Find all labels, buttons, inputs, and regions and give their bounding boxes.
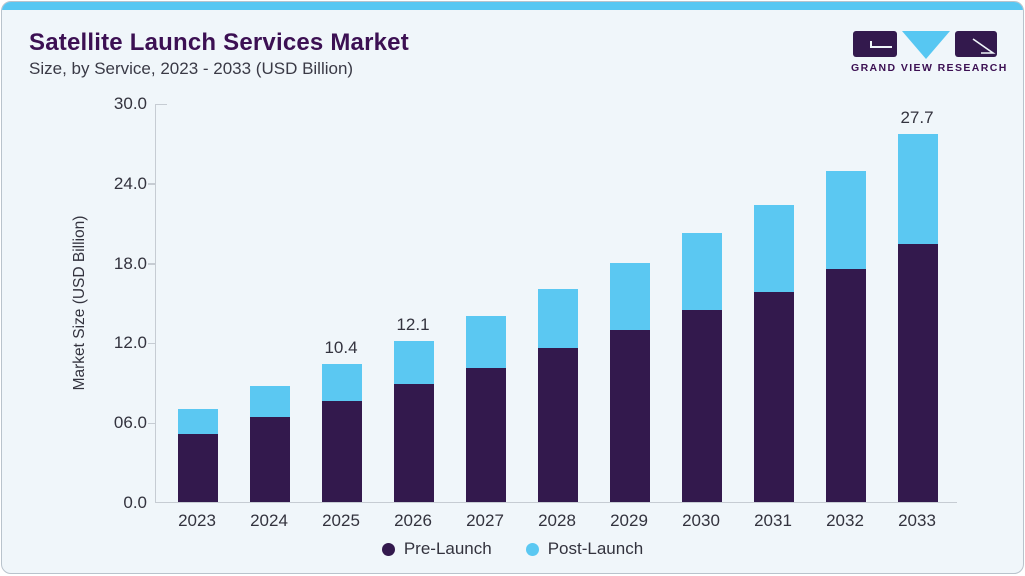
gvr-logo-text: GRAND VIEW RESEARCH	[851, 62, 1008, 74]
x-tick-label-2030: 2030	[682, 511, 720, 530]
y-tick-mark	[148, 422, 155, 425]
x-tick-label-2031: 2031	[754, 511, 792, 530]
bar-2030	[682, 233, 722, 502]
bar-2032	[826, 170, 866, 502]
bar-2023	[178, 408, 218, 502]
bar-2030-post-launch-segment	[682, 233, 722, 311]
gvr-logo: GRAND VIEW RESEARCH	[851, 29, 1008, 74]
top-accent-strip	[2, 2, 1023, 10]
bar-2026-post-launch-segment	[394, 341, 434, 384]
legend-label-post-launch: Post-Launch	[547, 539, 644, 558]
bar-2024	[250, 386, 290, 502]
plot-area	[155, 104, 957, 503]
y-tick-mark	[148, 342, 155, 345]
bar-2029-post-launch-segment	[610, 262, 650, 331]
legend-item-post-launch: Post-Launch	[525, 539, 644, 559]
bar-value-label-2033: 27.7	[900, 107, 934, 127]
x-tick-label-2026: 2026	[394, 511, 432, 530]
bar-2028-pre-launch-segment	[538, 347, 578, 502]
logo-g-glyph	[870, 41, 892, 48]
bar-2026-pre-launch-segment	[394, 383, 434, 502]
bar-2023-pre-launch-segment	[178, 434, 218, 502]
bar-2024-pre-launch-segment	[250, 416, 290, 502]
legend-item-pre-launch: Pre-Launch	[381, 539, 492, 559]
bar-2028-post-launch-segment	[538, 289, 578, 348]
bar-2027-post-launch-segment	[466, 315, 506, 368]
post-launch-legend-dot-icon	[525, 542, 539, 556]
bar-value-label-2025: 10.4	[324, 337, 358, 357]
bar-2031-post-launch-segment	[754, 205, 794, 292]
y-tick-label-0.0: 0.0	[123, 493, 147, 512]
x-tick-label-2023: 2023	[178, 511, 216, 530]
x-tick-label-2033: 2033	[898, 511, 936, 530]
page-subtitle: Size, by Service, 2023 - 2033 (USD Billi…	[29, 59, 354, 78]
logo-g-block	[853, 31, 897, 57]
pre-launch-legend-dot-icon	[381, 542, 395, 556]
bar-2032-pre-launch-segment	[826, 269, 866, 502]
bar-2025	[322, 363, 362, 502]
bar-2029-pre-launch-segment	[610, 330, 650, 502]
bar-2031	[754, 205, 794, 502]
y-tick-mark	[155, 103, 167, 105]
x-tick-label-2028: 2028	[538, 511, 576, 530]
x-tick-label-2027: 2027	[466, 511, 504, 530]
bar-2033	[898, 133, 938, 502]
x-tick-label-2024: 2024	[250, 511, 288, 530]
bar-2024-post-launch-segment	[250, 386, 290, 417]
logo-v-triangle	[902, 31, 950, 59]
bar-2033-pre-launch-segment	[898, 243, 938, 502]
bar-2033-post-launch-segment	[898, 133, 938, 244]
bar-2026	[394, 341, 434, 502]
bar-2023-post-launch-segment	[178, 408, 218, 435]
bar-2032-post-launch-segment	[826, 170, 866, 270]
y-tick-label-06.0: 06.0	[113, 413, 147, 433]
x-tick-label-2032: 2032	[826, 511, 864, 530]
page-title: Satellite Launch Services Market	[29, 29, 409, 56]
y-tick-label-24.0: 24.0	[113, 173, 147, 193]
y-tick-mark	[148, 263, 155, 265]
y-tick-mark	[148, 183, 155, 185]
y-tick-label-30.0: 30.0	[113, 94, 147, 113]
legend: Pre-Launch Post-Launch	[2, 539, 1023, 559]
bar-2025-post-launch-segment	[322, 363, 362, 401]
logo-r-block	[955, 31, 997, 57]
bar-2027-pre-launch-segment	[466, 367, 506, 502]
legend-label-pre-launch: Pre-Launch	[403, 539, 492, 558]
bar-2027	[466, 315, 506, 502]
bar-2029	[610, 262, 650, 502]
bar-2031-pre-launch-segment	[754, 291, 794, 502]
y-axis-title: Market Size (USD Billion)	[71, 215, 88, 391]
bar-2028	[538, 289, 578, 502]
logo-r-glyph	[972, 38, 996, 54]
x-tick-label-2029: 2029	[610, 511, 648, 530]
bar-2030-pre-launch-segment	[682, 310, 722, 502]
bar-value-label-2026: 12.1	[396, 315, 430, 335]
gvr-logo-mark	[853, 31, 997, 59]
x-tick-label-2025: 2025	[322, 511, 360, 530]
bar-2025-pre-launch-segment	[322, 400, 362, 502]
y-tick-label-18.0: 18.0	[113, 253, 147, 273]
y-tick-label-12.0: 12.0	[113, 333, 147, 353]
